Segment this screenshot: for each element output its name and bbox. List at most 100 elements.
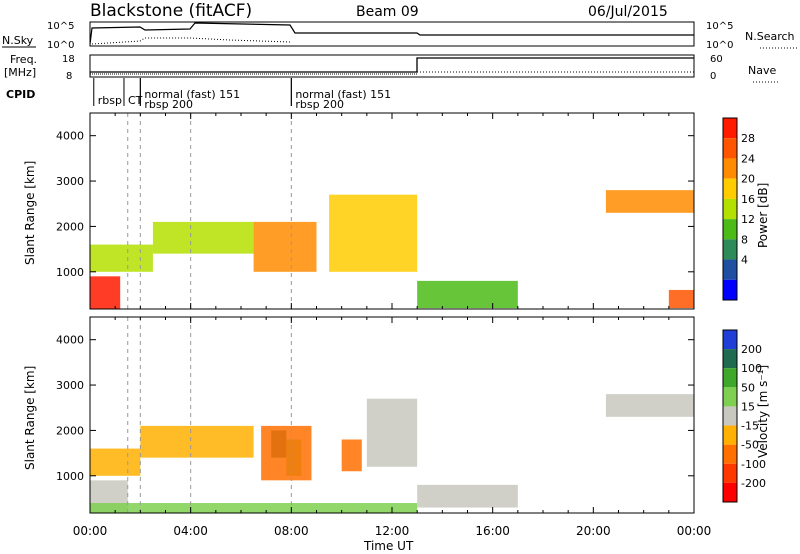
freq-tick-low: 8 [66,71,72,82]
power-region-7 [668,289,694,309]
vel-cbar-tick-2: 50 [741,381,755,394]
vel-ytick-label-1: 3000 [56,379,84,392]
nsky-label: N.Sky [2,34,34,47]
power-cbar-seg-1 [723,138,737,159]
vel-region-8 [417,484,518,508]
noise-tick-right-low: 10^0 [706,40,733,51]
vel-cbar-seg-0 [723,330,737,350]
power-cbar-tick-5: 8 [741,233,748,246]
power-cbar-tick-6: 4 [741,254,748,267]
vel-cbar-tick-6: -100 [741,458,766,471]
power-cbar-seg-8 [723,279,737,300]
power-cbar-tick-1: 24 [741,152,755,165]
vel-ytick-label-0: 4000 [56,334,84,347]
vel-region-6 [341,439,362,472]
xlabel: Time UT [363,539,414,553]
vel-cbar-tick-7: -200 [741,477,766,490]
power-ytick-label-3: 1000 [56,266,84,279]
power-cbar-seg-3 [723,178,737,199]
power-axes: 4000 3000 2000 1000 [56,113,695,309]
power-region-3 [253,221,317,272]
power-region-4 [329,194,418,272]
power-colorbar: 28 24 20 16 12 8 4 [722,117,755,301]
xtick-label-3: 12:00 [375,524,410,538]
power-cbar-seg-2 [723,158,737,179]
vel-cbar-tick-1: 100 [741,362,762,375]
cpid-text-0: rbsp [98,94,122,107]
vel-cbar-frame [722,329,738,503]
cpid-text-5: rbsp 200 [295,98,344,111]
cpid-label: CPID [6,88,35,101]
freq-tick-high: 18 [62,54,75,65]
vel-region-2 [140,425,254,458]
vel-cbar-seg-4 [723,406,737,426]
vel-cbar-tick-3: 15 [741,400,755,413]
nsearch-label: N.Search [745,30,795,43]
vel-cbar-seg-1 [723,349,737,369]
cpid-text-2: normal (fast) 151 [144,88,240,101]
time-axis: 00:00 04:00 08:00 12:00 16:00 20:00 00:00 [73,524,712,538]
power-cbar-seg-7 [723,259,737,280]
power-cbar-tick-2: 20 [741,173,755,186]
xtick-label-0: 00:00 [73,524,108,538]
velocity-ylabel: Slant Range [km] [23,366,37,470]
power-ylabel: Slant Range [km] [23,161,37,265]
vel-region-5 [261,425,312,481]
power-cbar-frame [722,117,738,301]
power-cbar-seg-5 [723,219,737,240]
power-ytick-label-2: 2000 [56,220,84,233]
vel-ytick-label-2: 2000 [56,424,84,437]
vel-cbar-seg-8 [723,482,737,502]
power-cbar-label: Power [dB] [756,183,770,248]
power-cbar-seg-6 [723,239,737,260]
noise-panel [89,21,695,47]
xtick-label-5: 20:00 [576,524,611,538]
power-cbar-seg-4 [723,198,737,220]
power-cbar-tick-4: 12 [741,213,755,226]
beam-label: Beam 09 [356,4,419,20]
velocity-cbar-label: Velocity [m s⁻¹] [756,365,770,458]
noise-tick-left-high: 10^5 [47,21,74,32]
power-cbar-tick-3: 16 [741,193,755,206]
freq-panel [89,54,695,78]
freq-label-1: Freq. [10,53,37,66]
cpid-text-1: CT [128,94,143,107]
nsky-line [89,22,694,45]
vel-cbar-seg-7 [723,463,737,483]
freq-label-2: [MHz] [4,66,36,79]
power-region-2 [152,221,254,254]
vel-cbar-seg-5 [723,425,737,445]
power-region-1 [90,244,153,272]
vel-cbar-seg-3 [723,387,737,407]
nave-label: Nave [748,64,776,77]
power-region-6 [605,190,694,213]
power-ytick-label-1: 3000 [56,175,84,188]
power-region-0 [90,276,121,309]
vel-cbar-tick-5: -50 [741,439,759,452]
vel-region-10 [90,503,418,513]
xtick-label-1: 04:00 [173,524,208,538]
velocity-axes: 4000 3000 2000 1000 [56,317,695,513]
power-heatmap [90,113,694,309]
nave-tick-low: 0 [710,71,716,82]
power-cbar-tick-0: 28 [741,132,755,145]
vel-cbar-seg-2 [723,368,737,388]
xtick-label-2: 08:00 [274,524,309,538]
nave-tick-high: 60 [710,54,723,65]
xtick-label-4: 16:00 [475,524,510,538]
power-cbar-seg-0 [723,118,737,139]
cpid-text-3: rbsp 200 [144,98,193,111]
date-label: 06/Jul/2015 [588,4,668,20]
cpid-text-4: normal (fast) 151 [295,88,391,101]
site-title: Blackstone (fitACF) [90,1,252,21]
vel-region-0 [90,448,141,476]
noise-tick-right-high: 10^5 [706,21,733,32]
power-region-5 [417,280,518,309]
velocity-colorbar: 200 100 50 15 -15 -50 -100 -200 [722,329,766,503]
vel-ytick-label-3: 1000 [56,470,84,483]
vel-region-7 [366,398,418,467]
nsearch-line [91,37,291,45]
velocity-heatmap [90,317,694,513]
